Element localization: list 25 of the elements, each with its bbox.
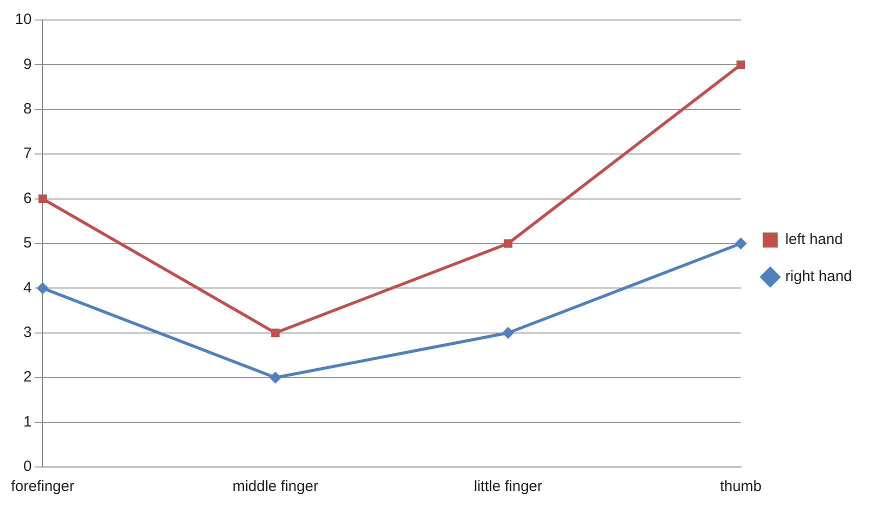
x-tick-label: forefinger — [10, 478, 74, 496]
x-tick-label: middle finger — [232, 478, 318, 496]
point — [269, 372, 282, 384]
y-tick-label: 1 — [23, 413, 32, 430]
y-tick-label: 8 — [23, 100, 32, 118]
x-tick-label: thumb — [720, 478, 762, 496]
point — [504, 239, 512, 248]
legend-label: right hand — [785, 268, 852, 286]
legend-label: left hand — [785, 231, 843, 248]
point — [38, 194, 47, 204]
point — [271, 328, 280, 338]
point — [734, 238, 747, 250]
y-tick-label: 3 — [23, 324, 32, 342]
x-tick-label: little finger — [474, 478, 542, 496]
y-tick-label: 2 — [23, 368, 32, 386]
y-tick-label: 7 — [23, 145, 32, 162]
point — [736, 60, 746, 69]
point — [36, 282, 49, 294]
y-tick-label: 6 — [23, 190, 32, 207]
y-tick-label: 4 — [23, 279, 32, 296]
point — [502, 326, 514, 339]
y-tick-label: 10 — [14, 11, 32, 28]
y-tick-label: 0 — [23, 458, 32, 476]
y-tick-label: 5 — [23, 234, 32, 252]
y-tick-label: 9 — [23, 56, 32, 73]
